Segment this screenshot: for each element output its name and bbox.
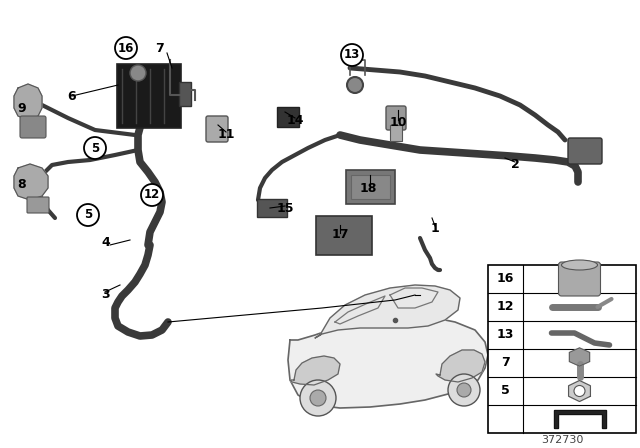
FancyBboxPatch shape [488, 265, 636, 433]
Text: 14: 14 [286, 113, 304, 126]
Polygon shape [315, 285, 460, 338]
Circle shape [310, 390, 326, 406]
Ellipse shape [561, 260, 598, 270]
FancyBboxPatch shape [386, 106, 406, 130]
FancyBboxPatch shape [568, 138, 602, 164]
FancyBboxPatch shape [277, 107, 299, 127]
Text: 11: 11 [217, 129, 235, 142]
Text: 17: 17 [332, 228, 349, 241]
FancyBboxPatch shape [351, 175, 390, 199]
Text: 13: 13 [344, 48, 360, 61]
Circle shape [347, 77, 363, 93]
Text: 12: 12 [496, 301, 514, 314]
Polygon shape [436, 350, 485, 382]
Text: 5: 5 [84, 208, 92, 221]
FancyBboxPatch shape [206, 116, 228, 142]
Text: 8: 8 [18, 178, 26, 191]
Circle shape [141, 184, 163, 206]
Text: 4: 4 [102, 236, 110, 249]
Text: 16: 16 [496, 272, 514, 285]
FancyBboxPatch shape [27, 197, 49, 213]
Text: 6: 6 [68, 90, 76, 103]
Circle shape [574, 385, 585, 396]
FancyBboxPatch shape [257, 199, 287, 217]
FancyBboxPatch shape [559, 262, 600, 296]
Text: 15: 15 [276, 202, 294, 215]
Polygon shape [570, 348, 589, 366]
Polygon shape [288, 316, 488, 408]
Text: 13: 13 [496, 328, 514, 341]
Text: 10: 10 [389, 116, 407, 129]
FancyBboxPatch shape [390, 125, 402, 141]
Polygon shape [290, 356, 340, 385]
Text: 3: 3 [100, 289, 109, 302]
FancyBboxPatch shape [316, 216, 372, 255]
Text: 1: 1 [431, 221, 440, 234]
Text: 16: 16 [118, 42, 134, 55]
Circle shape [77, 204, 99, 226]
Polygon shape [554, 410, 605, 428]
Text: 2: 2 [511, 159, 520, 172]
FancyBboxPatch shape [20, 116, 46, 138]
Text: 18: 18 [359, 181, 377, 194]
Polygon shape [568, 380, 591, 401]
Circle shape [84, 137, 106, 159]
Text: 5: 5 [500, 384, 509, 397]
Circle shape [130, 65, 146, 81]
Circle shape [300, 380, 336, 416]
Text: 12: 12 [144, 189, 160, 202]
FancyBboxPatch shape [346, 170, 395, 204]
FancyBboxPatch shape [117, 64, 181, 128]
Polygon shape [14, 164, 48, 200]
Circle shape [448, 374, 480, 406]
Text: 372730: 372730 [541, 435, 583, 445]
FancyBboxPatch shape [179, 82, 191, 106]
Text: 7: 7 [500, 357, 509, 370]
Text: 7: 7 [156, 42, 164, 55]
Circle shape [341, 44, 363, 66]
Circle shape [115, 37, 137, 59]
Text: 9: 9 [18, 102, 26, 115]
Text: 5: 5 [91, 142, 99, 155]
Polygon shape [14, 84, 42, 120]
Circle shape [457, 383, 471, 397]
